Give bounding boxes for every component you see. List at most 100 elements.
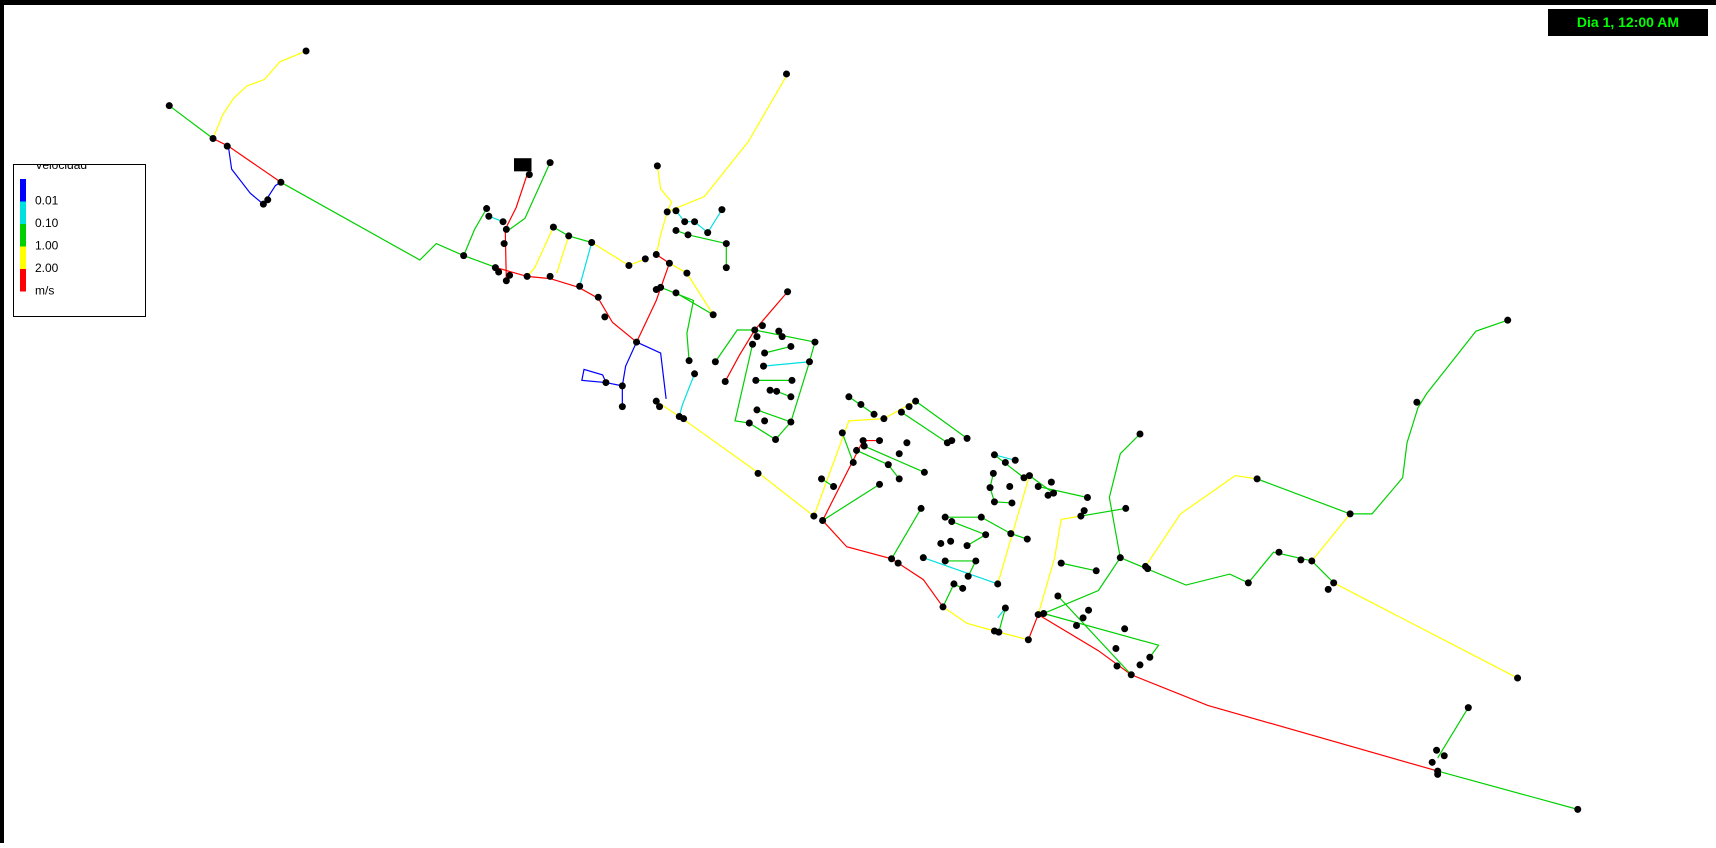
junction-node (595, 294, 602, 301)
pipe (661, 287, 694, 360)
pipe (582, 369, 622, 385)
pipe (622, 342, 636, 407)
junction-node (991, 498, 998, 505)
pipe (1081, 508, 1126, 516)
junction-node (959, 585, 966, 592)
legend-level-label: 2.00 (35, 261, 59, 275)
pipe (1257, 479, 1350, 514)
junction-node (767, 387, 774, 394)
junction-node (495, 269, 502, 276)
pipe (943, 607, 1028, 640)
junction-node (1040, 610, 1047, 617)
pipe-network (166, 47, 1581, 812)
junction-node (576, 283, 583, 290)
junction-node (912, 398, 919, 405)
junction-node (1054, 592, 1061, 599)
junction-node (1330, 579, 1337, 586)
junction-node (939, 603, 946, 610)
legend-color-band (20, 247, 26, 270)
junction-node (1504, 317, 1511, 324)
junction-node (722, 378, 729, 385)
junction-node (1007, 530, 1014, 537)
junction-node (1035, 483, 1042, 490)
pipe (496, 268, 636, 342)
pipe (1109, 434, 1140, 558)
pipe (814, 401, 916, 516)
legend: Velocidad 0.010.101.002.00m/s (13, 164, 146, 317)
pipe (1061, 563, 1096, 571)
junction-node (1002, 605, 1009, 612)
junction-node (810, 513, 817, 520)
junction-node (664, 208, 671, 215)
junction-node (1006, 483, 1013, 490)
junction-node (547, 159, 554, 166)
junction-node (942, 557, 949, 564)
junction-node (751, 327, 758, 334)
legend-color-band (20, 202, 26, 225)
junction-node (990, 470, 997, 477)
junction-node (723, 240, 730, 247)
pipe (765, 346, 791, 353)
junction-node (1025, 636, 1032, 643)
junction-node (547, 273, 554, 280)
junction-node (1514, 675, 1521, 682)
pipe (527, 227, 553, 276)
junction-node (755, 470, 762, 477)
tank-node (514, 158, 532, 171)
junction-node (759, 322, 766, 329)
pipe (864, 446, 924, 472)
junction-node (633, 339, 640, 346)
junction-node (746, 420, 753, 427)
junction-node (1024, 536, 1031, 543)
junction-node (783, 70, 790, 77)
junction-node (787, 343, 794, 350)
junction-node (460, 252, 467, 259)
pipe (213, 139, 281, 183)
pipe (823, 441, 880, 521)
junction-node (672, 207, 679, 214)
network-map (4, 5, 1716, 848)
pipe (464, 209, 487, 256)
junction-node (565, 232, 572, 239)
junction-node (691, 218, 698, 225)
junction-node (1308, 557, 1315, 564)
pipe (823, 520, 943, 606)
junction-node (965, 573, 972, 580)
pipe (1438, 771, 1578, 809)
simulation-clock: Dia 1, 12:00 AM (1548, 9, 1708, 36)
pipe (715, 330, 754, 362)
legend-color-band (20, 179, 26, 202)
junction-node (942, 514, 949, 521)
junction-node (857, 401, 864, 408)
junction-node (964, 542, 971, 549)
junction-node (524, 273, 531, 280)
junction-node (691, 370, 698, 377)
junction-node (601, 313, 608, 320)
junction-node (982, 531, 989, 538)
pipe (1044, 613, 1159, 657)
junction-node (1429, 759, 1436, 766)
junction-node (1128, 671, 1135, 678)
junction-node (806, 358, 813, 365)
junction-node (1081, 507, 1088, 514)
junction-node (1433, 747, 1440, 754)
map-frame (0, 0, 1716, 843)
junction-node (788, 377, 795, 384)
junction-node (666, 260, 673, 267)
junction-node (987, 484, 994, 491)
junction-node (819, 517, 826, 524)
junction-node (680, 415, 687, 422)
junction-node (1325, 586, 1332, 593)
junction-node (1085, 607, 1092, 614)
junction-node (500, 218, 507, 225)
junction-node (625, 262, 632, 269)
junction-node (1245, 579, 1252, 586)
junction-node (761, 417, 768, 424)
junction-node (550, 224, 557, 231)
junction-node (753, 406, 760, 413)
pipe (1438, 708, 1469, 758)
junction-node (784, 288, 791, 295)
legend-level-label: 0.01 (35, 194, 59, 208)
junction-node (880, 415, 887, 422)
junction-node (1058, 560, 1065, 567)
